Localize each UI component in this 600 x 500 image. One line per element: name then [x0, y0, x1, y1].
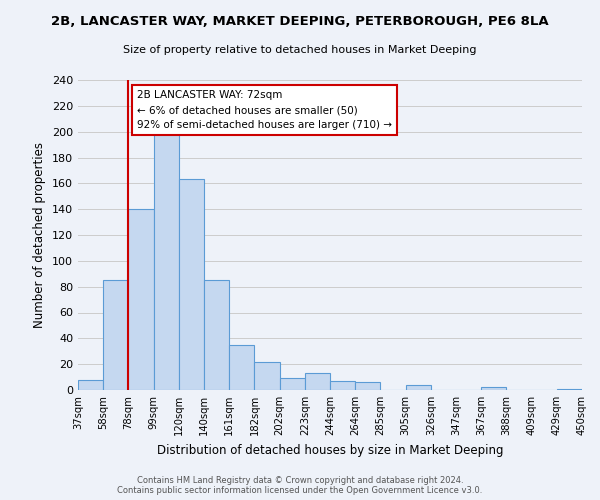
X-axis label: Distribution of detached houses by size in Market Deeping: Distribution of detached houses by size …: [157, 444, 503, 456]
Bar: [406, 385, 431, 390]
Bar: [280, 378, 305, 390]
Bar: [179, 180, 204, 390]
Text: Contains HM Land Registry data © Crown copyright and database right 2024.
Contai: Contains HM Land Registry data © Crown c…: [118, 476, 482, 495]
Bar: [305, 373, 330, 390]
Bar: [481, 388, 506, 390]
Bar: [154, 132, 179, 390]
Text: 2B LANCASTER WAY: 72sqm
← 6% of detached houses are smaller (50)
92% of semi-det: 2B LANCASTER WAY: 72sqm ← 6% of detached…: [137, 90, 392, 130]
Bar: [103, 280, 128, 390]
Bar: [557, 388, 582, 390]
Bar: [78, 380, 103, 390]
Bar: [330, 381, 355, 390]
Bar: [254, 362, 280, 390]
Bar: [204, 280, 229, 390]
Bar: [128, 209, 154, 390]
Text: 2B, LANCASTER WAY, MARKET DEEPING, PETERBOROUGH, PE6 8LA: 2B, LANCASTER WAY, MARKET DEEPING, PETER…: [51, 15, 549, 28]
Bar: [355, 382, 380, 390]
Y-axis label: Number of detached properties: Number of detached properties: [34, 142, 46, 328]
Bar: [229, 345, 254, 390]
Text: Size of property relative to detached houses in Market Deeping: Size of property relative to detached ho…: [123, 45, 477, 55]
